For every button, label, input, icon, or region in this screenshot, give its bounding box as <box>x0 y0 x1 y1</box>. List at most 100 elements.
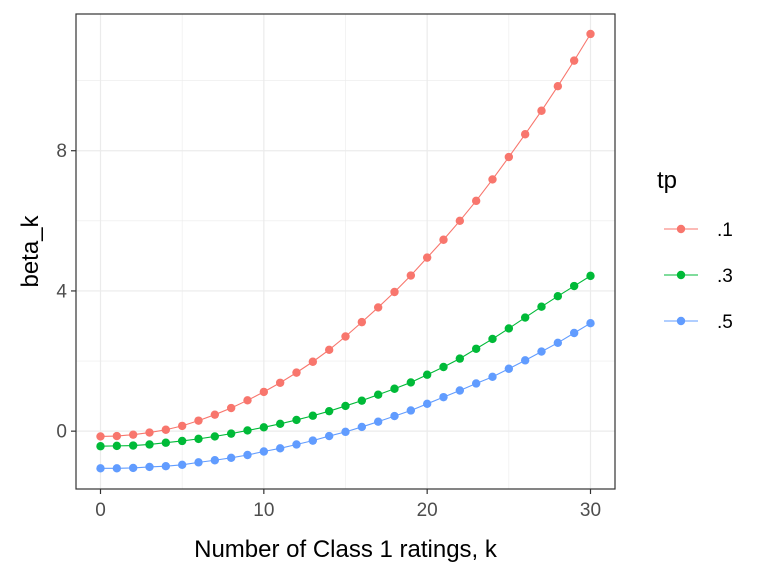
data-point <box>145 428 154 437</box>
data-point <box>96 464 105 473</box>
data-point <box>275 444 285 453</box>
data-point <box>504 152 514 162</box>
data-point <box>553 82 563 91</box>
data-point <box>292 368 301 377</box>
data-point <box>259 423 269 432</box>
data-point <box>373 303 383 312</box>
data-point <box>471 344 481 353</box>
data-point <box>243 450 252 460</box>
data-point <box>520 130 530 139</box>
data-point <box>324 431 334 441</box>
data-point <box>586 318 595 328</box>
x-tick-label: 0 <box>95 500 106 521</box>
series-tp3 <box>96 271 595 451</box>
data-point <box>292 415 301 425</box>
y-tick-label: 8 <box>56 141 67 162</box>
data-point <box>324 345 334 355</box>
data-point <box>504 364 514 373</box>
data-point <box>406 406 416 415</box>
data-point <box>96 432 105 441</box>
x-tick-label: 30 <box>580 500 601 521</box>
data-point <box>390 411 399 421</box>
data-point <box>259 387 269 397</box>
data-point <box>243 396 252 405</box>
x-tick-label: 20 <box>417 500 438 521</box>
data-point <box>128 430 138 439</box>
data-point <box>439 362 448 372</box>
legend-label: .5 <box>717 312 733 333</box>
data-point <box>357 396 367 405</box>
data-point <box>145 462 154 472</box>
data-point <box>177 460 187 470</box>
data-point <box>520 313 530 322</box>
data-point <box>341 427 350 437</box>
legend-label: .3 <box>717 266 733 287</box>
data-point <box>373 417 383 426</box>
data-point <box>194 416 203 425</box>
data-point <box>275 419 285 428</box>
legend-label: .1 <box>717 220 733 241</box>
data-point <box>439 235 448 244</box>
data-point <box>455 354 465 363</box>
data-point <box>488 175 497 184</box>
data-point <box>145 440 154 449</box>
data-point <box>569 328 579 338</box>
data-point <box>308 436 318 445</box>
legend-item-tp1: .1 <box>664 220 733 241</box>
legend-key-point <box>676 224 686 234</box>
data-point <box>553 338 563 348</box>
series-layer <box>96 29 595 473</box>
data-point <box>586 29 595 39</box>
data-point <box>161 438 171 447</box>
data-point <box>406 271 416 280</box>
data-point <box>210 456 220 465</box>
data-point <box>210 432 220 441</box>
data-point <box>96 442 105 451</box>
data-point <box>210 410 220 419</box>
data-point <box>569 56 579 65</box>
data-point <box>422 370 432 379</box>
data-point <box>357 317 367 327</box>
data-point <box>406 378 416 387</box>
data-point <box>112 441 122 451</box>
data-point <box>341 332 350 341</box>
y-tick-label: 0 <box>56 422 67 443</box>
data-point <box>308 357 318 366</box>
data-point <box>128 441 138 450</box>
data-point <box>586 271 595 281</box>
data-point <box>390 384 399 393</box>
y-tick-label: 4 <box>56 281 67 302</box>
data-point <box>226 403 236 413</box>
data-point <box>357 422 367 432</box>
data-point <box>177 436 187 446</box>
data-point <box>471 379 481 388</box>
data-point <box>194 434 203 444</box>
data-point <box>390 287 399 297</box>
data-point <box>422 399 432 409</box>
data-point <box>194 458 203 467</box>
data-point <box>373 390 383 399</box>
panel-border <box>75 13 616 490</box>
data-point <box>177 421 187 431</box>
data-point <box>569 281 579 291</box>
data-point <box>308 411 318 420</box>
legend-title: tp <box>657 167 677 194</box>
data-point <box>243 426 252 435</box>
data-point <box>226 453 236 463</box>
data-point <box>455 386 465 395</box>
data-point <box>275 378 285 387</box>
series-tp5 <box>96 318 595 473</box>
legend-key-point <box>676 316 686 326</box>
data-point <box>161 425 171 434</box>
y-axis-title: beta_k <box>17 214 44 287</box>
data-point <box>488 334 497 344</box>
data-point <box>520 356 530 365</box>
x-axis-title: Number of Class 1 ratings, k <box>194 536 498 563</box>
legend-item-tp5: .5 <box>664 312 733 333</box>
data-point <box>537 347 546 356</box>
data-point <box>537 106 546 115</box>
data-point <box>471 196 481 206</box>
data-point <box>422 253 432 262</box>
data-point <box>553 291 563 301</box>
